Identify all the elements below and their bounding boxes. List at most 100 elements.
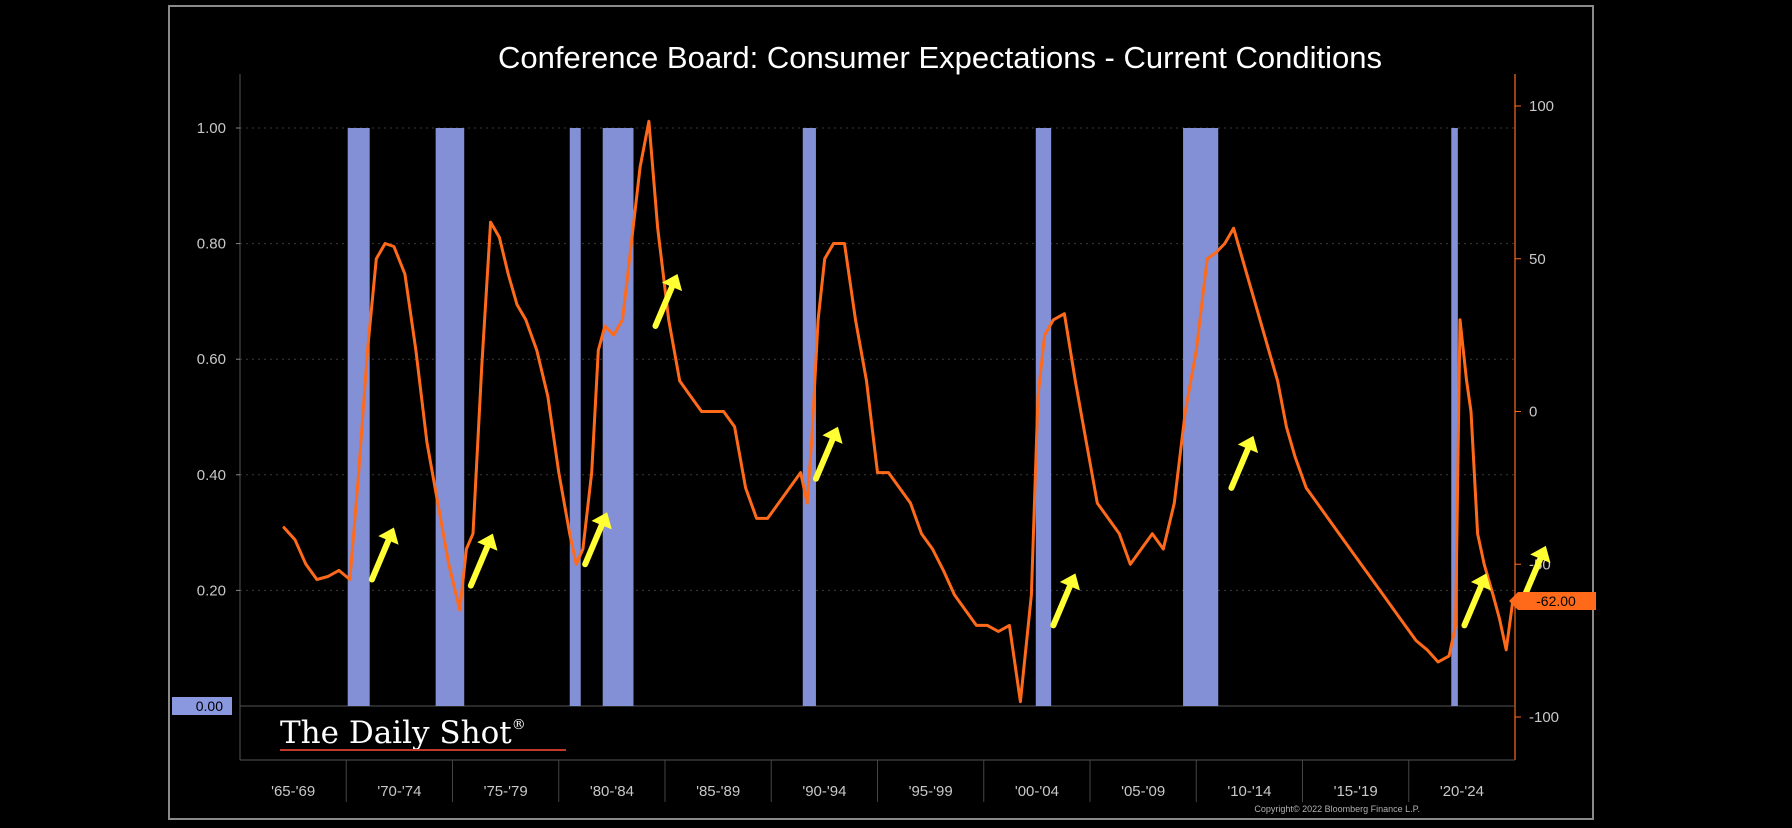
chart-frame (168, 5, 1594, 820)
arrow-shaft-0 (368, 537, 392, 583)
series-point-0-0 (283, 527, 285, 529)
series-point-0-12 (404, 273, 406, 275)
recession-band-1 (435, 128, 465, 706)
x-tick-label-0: '65-'69 (271, 783, 315, 800)
series-point-0-78 (1052, 319, 1054, 321)
series-point-0-21 (490, 221, 492, 223)
left-tick-label-2: 0.60 (197, 351, 226, 368)
right-tick-label-4: -100 (1529, 709, 1559, 726)
series-point-0-3 (316, 578, 318, 581)
series-point-0-16 (448, 563, 450, 565)
arrow-shaft-5 (1050, 583, 1073, 629)
recession-band-2 (569, 128, 581, 706)
arrow-4 (812, 426, 843, 482)
arrow-head-4 (822, 426, 843, 444)
series-point-0-117 (1455, 624, 1457, 627)
series-point-0-72 (997, 630, 1000, 633)
series-point-0-7 (358, 472, 360, 474)
series-point-0-65 (920, 533, 923, 535)
last-value-tag (1509, 592, 1596, 610)
arrow-2 (582, 512, 612, 568)
recession-band-6 (1183, 128, 1219, 706)
series-point-0-115 (1437, 661, 1439, 663)
chart-title: Conference Board: Consumer Expectations … (498, 40, 1382, 75)
series-point-0-22 (498, 236, 500, 238)
arrow-shaft-4 (812, 436, 836, 482)
x-axis: '65-'69 '70-'74 '75-'79 '80-'84 '85-'89 '90-'… (271, 760, 1484, 802)
left-axis: 1.00 0.80 0.60 0.40 0.20 0.00 (172, 120, 240, 715)
x-tick-label-5: '90-'94 (802, 783, 846, 800)
series-point-0-116 (1448, 655, 1450, 657)
series-point-0-56 (824, 258, 826, 260)
series-point-0-27 (547, 395, 549, 397)
recession-band-7 (1451, 128, 1458, 706)
arrow-shaft-8 (1520, 555, 1544, 601)
arrow-shaft-6 (1228, 445, 1251, 491)
arrow-7 (1461, 573, 1492, 629)
arrow-head-2 (591, 512, 612, 530)
series-point-0-107 (1349, 548, 1351, 550)
series-point-0-34 (604, 325, 606, 327)
left-tick-label-5: 0.00 (196, 698, 223, 714)
series-point-0-14 (426, 441, 428, 443)
series-point-0-58 (843, 242, 846, 245)
series-point-0-114 (1426, 649, 1428, 651)
series-point-0-46 (734, 426, 736, 428)
x-tick-label-9: '10-'14 (1227, 783, 1271, 800)
series-point-0-35 (613, 334, 615, 336)
series-point-0-9 (375, 258, 377, 260)
series-point-0-84 (1118, 533, 1120, 535)
series-point-0-31 (582, 548, 584, 550)
series-point-0-64 (909, 502, 912, 504)
series-point-0-92 (1206, 258, 1208, 260)
x-tick-label-8: '05-'09 (1121, 783, 1165, 800)
series-point-0-42 (679, 380, 681, 382)
copyright-text: Copyright© 2022 Bloomberg Finance L.P. (1254, 804, 1420, 814)
series-point-0-68 (953, 594, 956, 596)
series-point-0-96 (1241, 258, 1243, 260)
arrow-head-3 (661, 274, 683, 292)
left-tick-highlight (172, 697, 232, 715)
x-tick-label-10: '15-'19 (1334, 783, 1378, 800)
series-point-0-47 (745, 487, 747, 489)
arrow-head-8 (1530, 545, 1551, 563)
series-point-0-5 (338, 569, 340, 572)
x-tick-label-2: '75-'79 (484, 783, 528, 800)
series-point-0-94 (1224, 242, 1226, 245)
annotation-arrows (368, 274, 1551, 629)
series-point-0-66 (931, 548, 934, 550)
arrow-0 (368, 527, 399, 583)
series-point-0-90 (1184, 410, 1186, 413)
series-point-0-62 (887, 472, 890, 474)
series-point-0-113 (1415, 640, 1417, 642)
series-point-0-73 (1008, 624, 1011, 627)
left-tick-label-1: 0.80 (197, 236, 226, 253)
arrow-8 (1520, 545, 1551, 601)
series-point-0-52 (800, 472, 802, 474)
series-point-0-43 (690, 395, 692, 397)
series-point-0-24 (516, 304, 518, 306)
series-point-0-118 (1459, 319, 1461, 321)
series-point-0-101 (1285, 426, 1287, 428)
right-tick-label-2: 0 (1529, 404, 1537, 421)
series-point-0-67 (942, 569, 945, 572)
right-tick-label-1: 50 (1529, 251, 1546, 268)
series-point-0-13 (415, 349, 417, 351)
series-point-0-80 (1074, 380, 1076, 382)
recession-band-0 (347, 128, 370, 706)
series-point-0-76 (1037, 395, 1039, 397)
series-point-0-30 (575, 563, 577, 565)
series-point-0-81 (1085, 441, 1087, 443)
recession-band-3 (602, 128, 634, 706)
left-tick-label-0: 1.00 (197, 120, 226, 137)
series-point-0-25 (525, 319, 527, 321)
series-point-0-53 (806, 502, 808, 504)
series-point-0-49 (767, 517, 769, 520)
arrow-3 (652, 274, 683, 329)
series-point-0-112 (1404, 624, 1406, 627)
series-point-0-88 (1162, 548, 1164, 550)
series-point-0-19 (472, 533, 474, 535)
arrow-head-0 (378, 527, 399, 545)
series-point-0-110 (1382, 594, 1384, 596)
